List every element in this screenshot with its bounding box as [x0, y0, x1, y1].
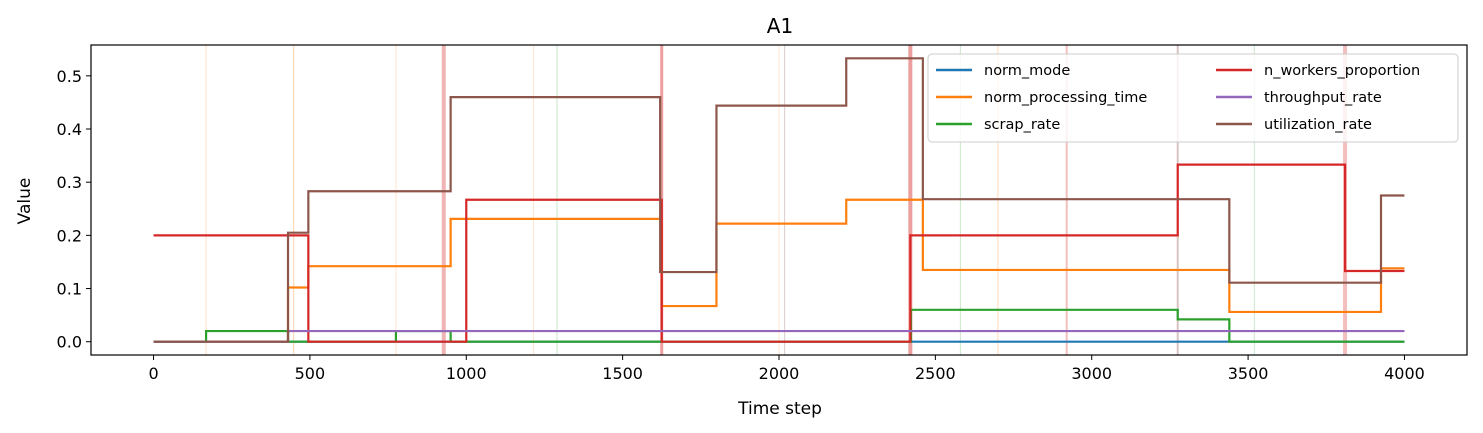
y-tick-label: 0.5	[57, 67, 82, 86]
legend-item-norm-mode: norm_mode	[936, 63, 1070, 79]
legend-label: scrap_rate	[984, 117, 1060, 133]
legend-item-scrap-rate: scrap_rate	[936, 117, 1060, 133]
x-tick-label: 2000	[759, 364, 800, 383]
legend-box	[927, 53, 1459, 143]
x-tick-label: 1000	[446, 364, 487, 383]
x-tick-label: 3000	[1071, 364, 1112, 383]
series-line-scrap-rate	[153, 308, 1405, 343]
series-lines	[153, 57, 1405, 343]
x-tick-label: 1500	[602, 364, 643, 383]
legend-label: norm_processing_time	[984, 90, 1147, 106]
chart-title: A1	[767, 14, 793, 38]
legend-label: n_workers_proportion	[1264, 63, 1420, 79]
y-tick-label: 0.3	[57, 173, 82, 192]
x-tick-label: 0	[148, 364, 158, 383]
x-axis-label: Time step	[737, 399, 822, 419]
legend-label: throughput_rate	[1264, 90, 1382, 106]
legend-item-norm-processing-time: norm_processing_time	[936, 90, 1147, 106]
y-tick-label: 0.2	[57, 226, 82, 245]
x-axis: 0 500 1000 1500 2000 2500 3000 3500 4000	[148, 355, 1425, 383]
legend-label: utilization_rate	[1264, 117, 1372, 133]
x-tick-label: 3500	[1228, 364, 1269, 383]
legend-item-throughput-rate: throughput_rate	[1216, 90, 1382, 106]
y-tick-label: 0.4	[57, 120, 82, 139]
legend-label: norm_mode	[984, 63, 1070, 79]
y-tick-label: 0.0	[57, 333, 82, 352]
legend-item-utilization-rate: utilization_rate	[1216, 117, 1372, 133]
x-tick-label: 4000	[1384, 364, 1425, 383]
series-line-utilization-rate	[153, 57, 1405, 343]
series-line-n-workers-proportion	[153, 163, 1405, 343]
x-tick-label: 500	[295, 364, 326, 383]
y-axis: 0.0 0.1 0.2 0.3 0.4 0.5	[57, 67, 91, 352]
y-axis-label: Value	[15, 178, 35, 225]
y-tick-label: 0.1	[57, 280, 82, 299]
x-tick-label: 2500	[915, 364, 956, 383]
legend: norm_mode norm_processing_time scrap_rate n…	[927, 53, 1459, 143]
legend-item-n-workers-proportion: n_workers_proportion	[1216, 63, 1420, 79]
